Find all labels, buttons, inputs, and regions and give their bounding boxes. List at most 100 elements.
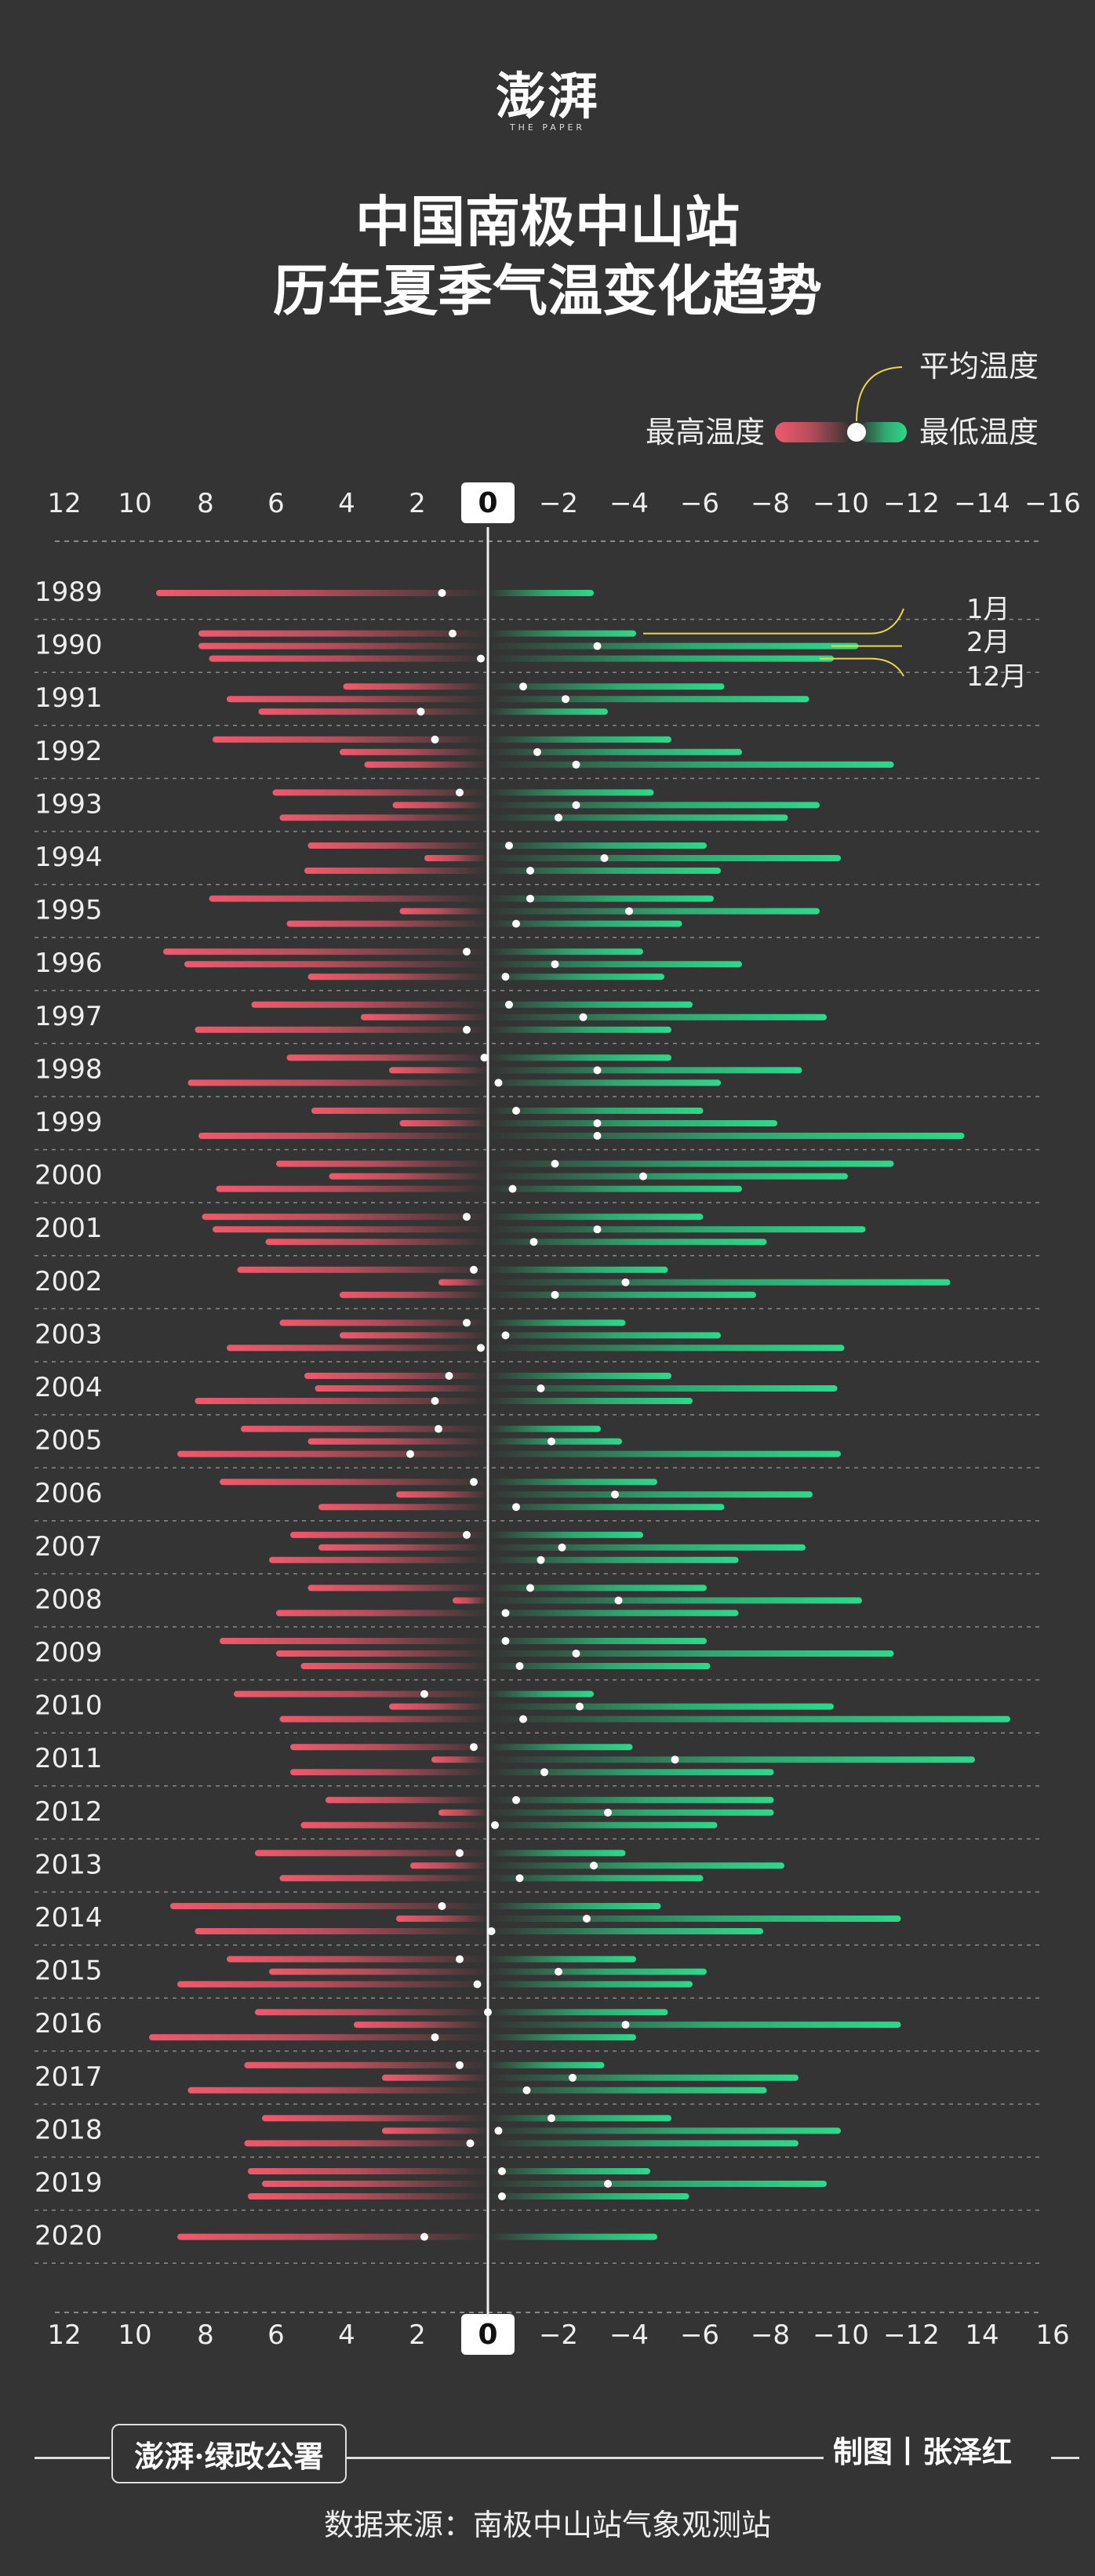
title-line-2: 历年夏季气温变化趋势 <box>273 259 822 323</box>
min-bar <box>488 1479 657 1486</box>
footer-rule-middle <box>345 2457 824 2459</box>
tick-label-top: 10 <box>118 488 151 519</box>
min-bar <box>488 1796 774 1803</box>
tick-label-bottom: 2 <box>409 2319 426 2351</box>
max-bar <box>389 1067 488 1074</box>
credit-text: 制图丨张泽红 <box>833 2435 1013 2469</box>
year-label: 2020 <box>35 2221 103 2252</box>
max-bar <box>361 1013 488 1021</box>
avg-dot <box>529 1238 538 1246</box>
avg-dot <box>611 1490 619 1499</box>
avg-dot <box>526 867 534 875</box>
max-bar <box>195 1928 488 1934</box>
month-callout-line <box>820 657 904 677</box>
min-bar <box>488 683 725 690</box>
min-bar <box>488 1279 951 1286</box>
min-bar <box>488 1344 845 1352</box>
max-bar <box>307 842 488 849</box>
min-bar <box>488 1809 774 1816</box>
min-bar <box>488 855 841 861</box>
avg-dot <box>519 1715 527 1723</box>
max-bar <box>177 2233 488 2240</box>
year-row-1991 <box>35 682 1040 726</box>
max-bar <box>156 590 488 596</box>
year-label: 2011 <box>35 1743 103 1774</box>
max-bar <box>276 1650 488 1657</box>
avg-dot <box>463 948 471 956</box>
max-bar <box>311 1108 488 1114</box>
tick-label-top: −4 <box>609 488 649 519</box>
min-bar <box>488 2009 668 2016</box>
max-bar <box>198 1133 488 1139</box>
min-bar <box>488 1928 763 1934</box>
max-bar <box>248 2193 488 2199</box>
year-label: 1994 <box>35 842 103 873</box>
tick-label-bottom: −10 <box>813 2319 869 2351</box>
max-bar <box>329 1173 488 1180</box>
max-bar <box>213 736 488 743</box>
avg-dot <box>501 1637 510 1645</box>
year-label: 2015 <box>35 1956 103 1987</box>
min-bar <box>488 1956 636 1963</box>
year-label: 2017 <box>35 2061 103 2093</box>
avg-dot <box>593 642 602 650</box>
year-row-2014 <box>35 1902 1040 1946</box>
avg-dot <box>572 801 580 810</box>
min-bar <box>488 814 788 821</box>
year-label: 1997 <box>35 1001 103 1032</box>
min-bar <box>488 748 742 755</box>
avg-dot <box>435 1424 442 1433</box>
avg-dot <box>420 1690 428 1698</box>
year-row-2013 <box>35 1849 1040 1893</box>
min-bar <box>488 1185 742 1192</box>
year-row-1993 <box>35 788 1040 832</box>
max-bar <box>262 2115 488 2122</box>
year-row-2006 <box>35 1478 1040 1522</box>
min-bar <box>488 1690 594 1697</box>
avg-dot <box>533 748 541 756</box>
tick-label-top: 4 <box>338 488 355 519</box>
min-bar <box>488 1703 834 1710</box>
min-bar <box>488 1597 862 1604</box>
avg-dot <box>463 1025 471 1034</box>
min-bar <box>488 2140 799 2147</box>
min-bar <box>488 1968 707 1975</box>
max-bar <box>279 1716 488 1723</box>
avg-dot <box>501 973 510 981</box>
max-bar <box>209 655 488 662</box>
avg-dot <box>477 654 485 663</box>
avg-dot <box>548 1437 555 1446</box>
max-bar <box>269 1556 488 1563</box>
min-bar <box>488 1650 894 1657</box>
year-row-2004 <box>35 1372 1040 1416</box>
max-bar <box>279 814 488 821</box>
min-bar <box>488 736 671 743</box>
max-bar <box>290 1769 488 1776</box>
max-bar <box>209 895 488 902</box>
avg-dot <box>445 1372 453 1380</box>
avg-dot <box>480 1053 489 1062</box>
min-bar <box>488 802 820 809</box>
max-bar <box>244 2140 488 2147</box>
min-bar <box>488 2074 799 2081</box>
avg-dot <box>555 813 562 822</box>
min-bar <box>488 642 859 649</box>
tick-label-top: −10 <box>813 488 869 519</box>
avg-dot <box>569 2073 577 2082</box>
avg-dot <box>583 1915 591 1923</box>
min-bar <box>488 1756 975 1763</box>
year-label: 1989 <box>35 577 103 608</box>
max-bar <box>170 1903 488 1909</box>
avg-dot <box>498 2167 506 2175</box>
avg-dot <box>456 1849 464 1857</box>
max-bar <box>213 1226 488 1233</box>
avg-dot <box>537 1555 545 1564</box>
avg-dot <box>477 1344 485 1352</box>
year-row-2005 <box>35 1424 1040 1468</box>
avg-dot <box>494 1079 503 1087</box>
tick-label-bottom: −12 <box>883 2319 940 2351</box>
min-bar <box>488 895 714 902</box>
max-bar <box>227 1956 488 1963</box>
max-bar <box>318 1544 488 1551</box>
tick-label-bottom: 8 <box>197 2319 214 2351</box>
